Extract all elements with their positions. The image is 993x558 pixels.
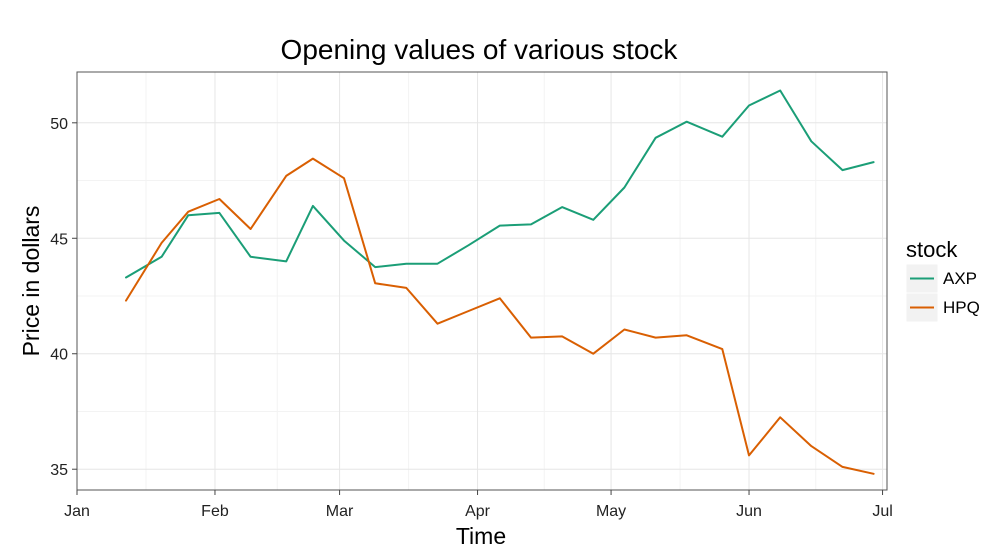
x-tick-label: May: [596, 503, 626, 520]
x-tick-label: Jun: [736, 503, 762, 520]
y-tick-label: 50: [50, 116, 68, 133]
series-lines: [125, 89, 875, 475]
x-tick-label: Jan: [64, 503, 90, 520]
legend-title: stock: [906, 237, 958, 262]
y-axis-title: Price in dollars: [18, 206, 44, 357]
legend-items: AXP HPQ: [905, 263, 980, 323]
y-tick-label: 35: [50, 462, 68, 479]
y-tick-label: 45: [50, 231, 68, 248]
y-tick-label: 40: [50, 347, 68, 364]
chart-title: Opening values of various stock: [281, 34, 679, 65]
axis-ticks: Jan Feb Mar Apr May Jun Jul 35 40 45 50: [50, 116, 893, 520]
series-line-axp: [125, 89, 875, 279]
grid: [76, 72, 887, 490]
plot-panel-border: [76, 71, 888, 491]
series-line-hpq: [125, 157, 875, 475]
legend-label-axp: AXP: [943, 269, 977, 288]
x-tick-label: Feb: [201, 503, 229, 520]
legend-label-hpq: HPQ: [943, 298, 980, 317]
legend: stock AXP HPQ: [905, 237, 980, 323]
x-tick-label: Mar: [326, 503, 354, 520]
x-tick-label: Jul: [872, 503, 892, 520]
x-axis-title: Time: [456, 523, 506, 549]
x-tick-label: Apr: [465, 503, 491, 520]
